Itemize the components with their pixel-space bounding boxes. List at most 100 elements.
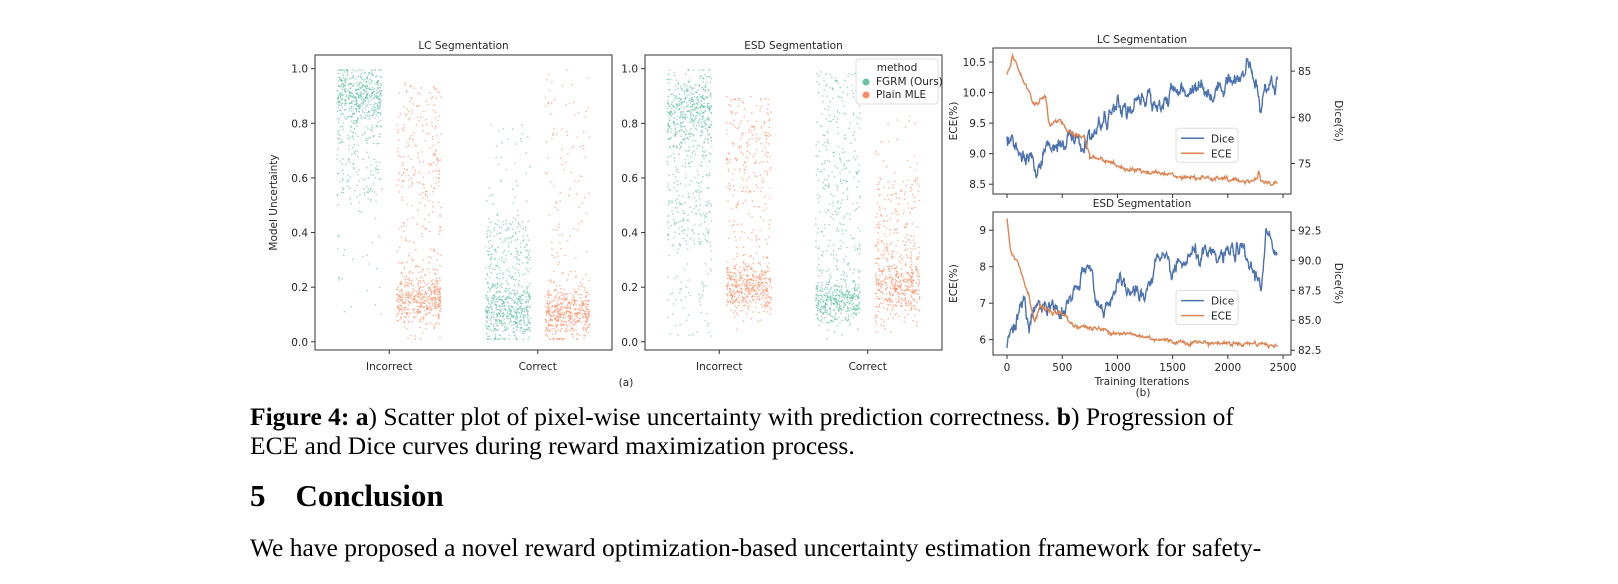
scatter-point [364,178,366,181]
scatter-point [689,165,691,168]
scatter-point [497,312,500,314]
scatter-point [706,106,709,108]
scatter-point [827,284,830,286]
scatter-point [380,188,383,190]
scatter-point [400,283,403,285]
scatter-point [764,203,767,205]
scatter-point [519,295,522,298]
scatter-series [725,95,772,331]
scatter-point [681,130,683,132]
scatter-point [687,90,689,92]
scatter-point [526,313,529,316]
scatter-point [762,277,764,280]
scatter-point [858,105,861,107]
scatter-point [341,69,343,71]
scatter-point [407,144,410,147]
scatter-point [416,209,419,211]
scatter-point [369,78,371,81]
scatter-point [686,154,689,157]
scatter-point [765,295,767,298]
scatter-point [373,97,376,99]
scatter-point [583,336,585,339]
scatter-point [403,230,405,233]
scatter-point [339,141,342,144]
scatter-point [338,277,340,279]
scatter-point [881,292,884,294]
scatter-point [689,97,692,100]
scatter-point [701,294,704,296]
scatter-point [757,289,759,291]
scatter-point [488,247,491,249]
scatter-point [666,107,669,109]
scatter-point [342,177,344,180]
scatter-point [376,165,378,167]
scatter-point [398,227,400,230]
scatter-point [353,119,355,122]
scatter-point [843,274,845,277]
scatter-point [568,307,571,310]
scatter-point [432,201,434,204]
scatter-point [903,316,906,319]
scatter-point [574,114,576,116]
scatter-point [416,116,419,119]
scatter-point [706,187,709,190]
scatter-point [756,276,759,279]
scatter-point [439,279,441,282]
scatter-point [344,88,347,90]
scatter-point [487,282,489,284]
scatter-point [349,197,352,200]
scatter-point [431,125,434,128]
scatter-point [734,236,737,238]
scatter-point [527,326,530,329]
scatter-point [561,322,563,325]
scatter-point [767,262,770,264]
scatter-point [413,297,416,300]
scatter-point [489,267,491,270]
scatter-point [524,273,527,275]
scatter-point [415,265,418,267]
scatter-point [429,303,431,305]
scatter-point [839,157,841,159]
scatter-point [496,277,499,280]
scatter-point [696,95,699,98]
scatter-point [675,202,678,205]
scatter-point [369,200,372,202]
scatter-point [528,298,531,300]
scatter-point [337,95,340,97]
scatter-point [753,172,755,174]
scatter-point [398,139,400,142]
scatter-point [526,288,529,290]
scatter-point [840,312,842,315]
scatter-point [407,295,410,297]
scatter-point [746,302,749,305]
scatter-point [518,298,520,300]
scatter-point [767,151,769,154]
scatter-point [819,195,821,198]
scatter-point [729,188,731,191]
scatter-point [674,132,677,135]
scatter-point [674,277,676,280]
scatter-point [816,294,818,296]
scatter-point [500,286,503,289]
scatter-point [433,272,436,275]
scatter-point [738,302,741,304]
scatter-point [495,306,498,309]
scatter-point [337,103,340,105]
scatter-point [669,138,671,140]
scatter-point [400,271,403,274]
scatter-point [566,240,569,242]
scatter-point [345,118,347,120]
scatter-point [575,320,578,323]
scatter-point [557,338,559,340]
scatter-point [697,233,700,235]
scatter-point [890,279,893,281]
scatter-point [493,229,495,232]
scatter-point [548,314,550,317]
scatter-point [339,93,342,96]
scatter-point [489,287,492,290]
scatter-point [833,308,836,311]
scatter-point [505,223,507,225]
scatter-point [817,247,820,250]
scatter-point [730,111,733,113]
